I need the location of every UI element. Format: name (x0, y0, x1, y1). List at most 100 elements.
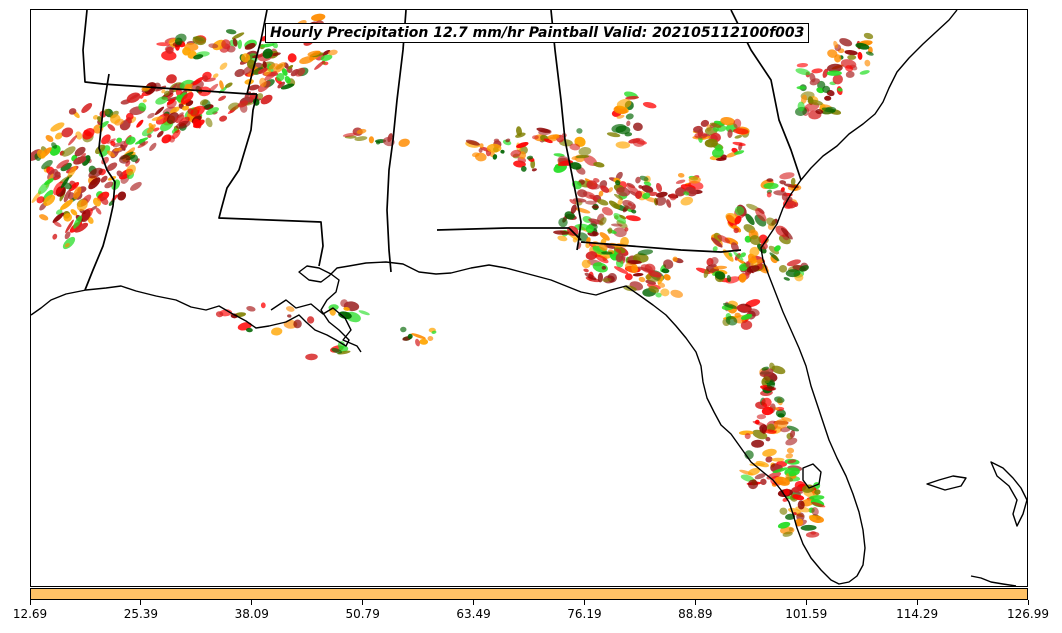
precip-blob (625, 96, 639, 100)
precip-blob (619, 214, 627, 220)
precip-blob (655, 292, 662, 298)
precip-blob (205, 107, 219, 116)
precip-blob (734, 134, 743, 139)
precip-blob (611, 124, 627, 133)
precip-blob (734, 215, 742, 225)
precip-blob (635, 190, 643, 199)
precip-blob (626, 183, 640, 195)
precip-blob (575, 154, 590, 159)
precip-blob (398, 138, 410, 147)
precip-blob (675, 179, 686, 184)
bahamas-east (990, 461, 1027, 527)
precip-blob (532, 135, 539, 140)
precip-blob (602, 278, 612, 282)
precip-blob (49, 144, 61, 156)
precip-blob (219, 80, 224, 90)
precip-blob (356, 128, 367, 135)
precip-blob (45, 134, 54, 143)
precip-blob (575, 207, 591, 214)
precip-blob (799, 265, 810, 272)
precip-blob (56, 159, 70, 169)
precip-blob (574, 223, 590, 231)
precip-blob (771, 457, 785, 462)
precip-blob (190, 105, 205, 117)
precip-blob (796, 86, 806, 90)
precip-blob (642, 101, 657, 109)
precip-blob (762, 376, 771, 384)
precip-blob (262, 61, 267, 69)
precip-blob (87, 216, 94, 224)
precip-blob (672, 256, 678, 262)
precip-blob (74, 222, 89, 233)
precip-blob (624, 227, 629, 232)
precip-blob (631, 209, 637, 214)
precip-blob (246, 306, 256, 312)
precip-blob (569, 199, 577, 205)
precip-blob (64, 242, 70, 248)
precip-blob (749, 246, 760, 257)
precip-blob (635, 176, 641, 184)
precip-blob (863, 32, 874, 40)
precip-blob (624, 132, 633, 137)
precip-blob (112, 140, 126, 148)
precip-blob (237, 100, 249, 108)
precip-blob (117, 191, 127, 201)
border-al-ga (550, 10, 582, 251)
precip-blob (75, 131, 83, 140)
precip-blob (118, 154, 131, 164)
precip-blob (180, 92, 194, 105)
precip-blob (754, 473, 766, 480)
precip-blob (569, 162, 582, 170)
precip-blob (616, 186, 631, 197)
precip-blob (73, 215, 83, 229)
precip-blob (845, 65, 854, 72)
precip-blob (305, 353, 318, 361)
precip-blob (83, 129, 92, 137)
precip-blob (761, 366, 769, 371)
precip-blob (257, 67, 268, 75)
precip-blob (641, 185, 654, 193)
precip-blob (31, 191, 42, 203)
precip-blob (865, 51, 874, 56)
precip-blob (655, 182, 663, 193)
precip-blob (110, 140, 116, 147)
precip-blob (633, 122, 643, 132)
precip-blob (136, 119, 144, 128)
precip-blob (61, 146, 76, 157)
precip-blob (809, 78, 820, 86)
precip-blob (845, 71, 855, 78)
precip-blob (855, 42, 870, 50)
precip-blob (712, 126, 720, 132)
precip-blob (786, 447, 795, 454)
colorbar (30, 588, 1028, 600)
precip-blob (558, 217, 568, 228)
precip-blob (744, 235, 752, 243)
precip-blob (809, 495, 825, 501)
precip-blob (95, 207, 102, 215)
precip-blob (553, 153, 565, 157)
precip-blob (39, 214, 49, 221)
precip-blob (751, 439, 765, 448)
colorbar-tick-label: 101.59 (785, 607, 828, 621)
precip-blob (733, 150, 745, 155)
colorbar-tick (1027, 600, 1029, 605)
precip-blob (578, 146, 592, 156)
colorbar-tick-label: 126.99 (1007, 607, 1049, 621)
colorbar-tick-label: 38.09 (234, 607, 269, 621)
precip-blob (570, 204, 577, 214)
precip-blob (104, 181, 114, 189)
colorbar-tick (694, 600, 696, 605)
precip-blob (43, 194, 56, 206)
precip-blob (584, 272, 597, 281)
precip-blob (834, 54, 842, 63)
precip-blob (183, 83, 193, 91)
map-title: Hourly Precipitation 12.7 mm/hr Paintbal… (265, 23, 810, 43)
precip-blob (733, 118, 742, 129)
precip-blob (419, 338, 429, 345)
precip-blob (643, 181, 652, 187)
precip-blob (52, 212, 65, 223)
precip-blob (601, 251, 613, 255)
precip-blob (505, 138, 511, 143)
precip-blob (585, 251, 598, 260)
precip-blob (598, 190, 604, 197)
